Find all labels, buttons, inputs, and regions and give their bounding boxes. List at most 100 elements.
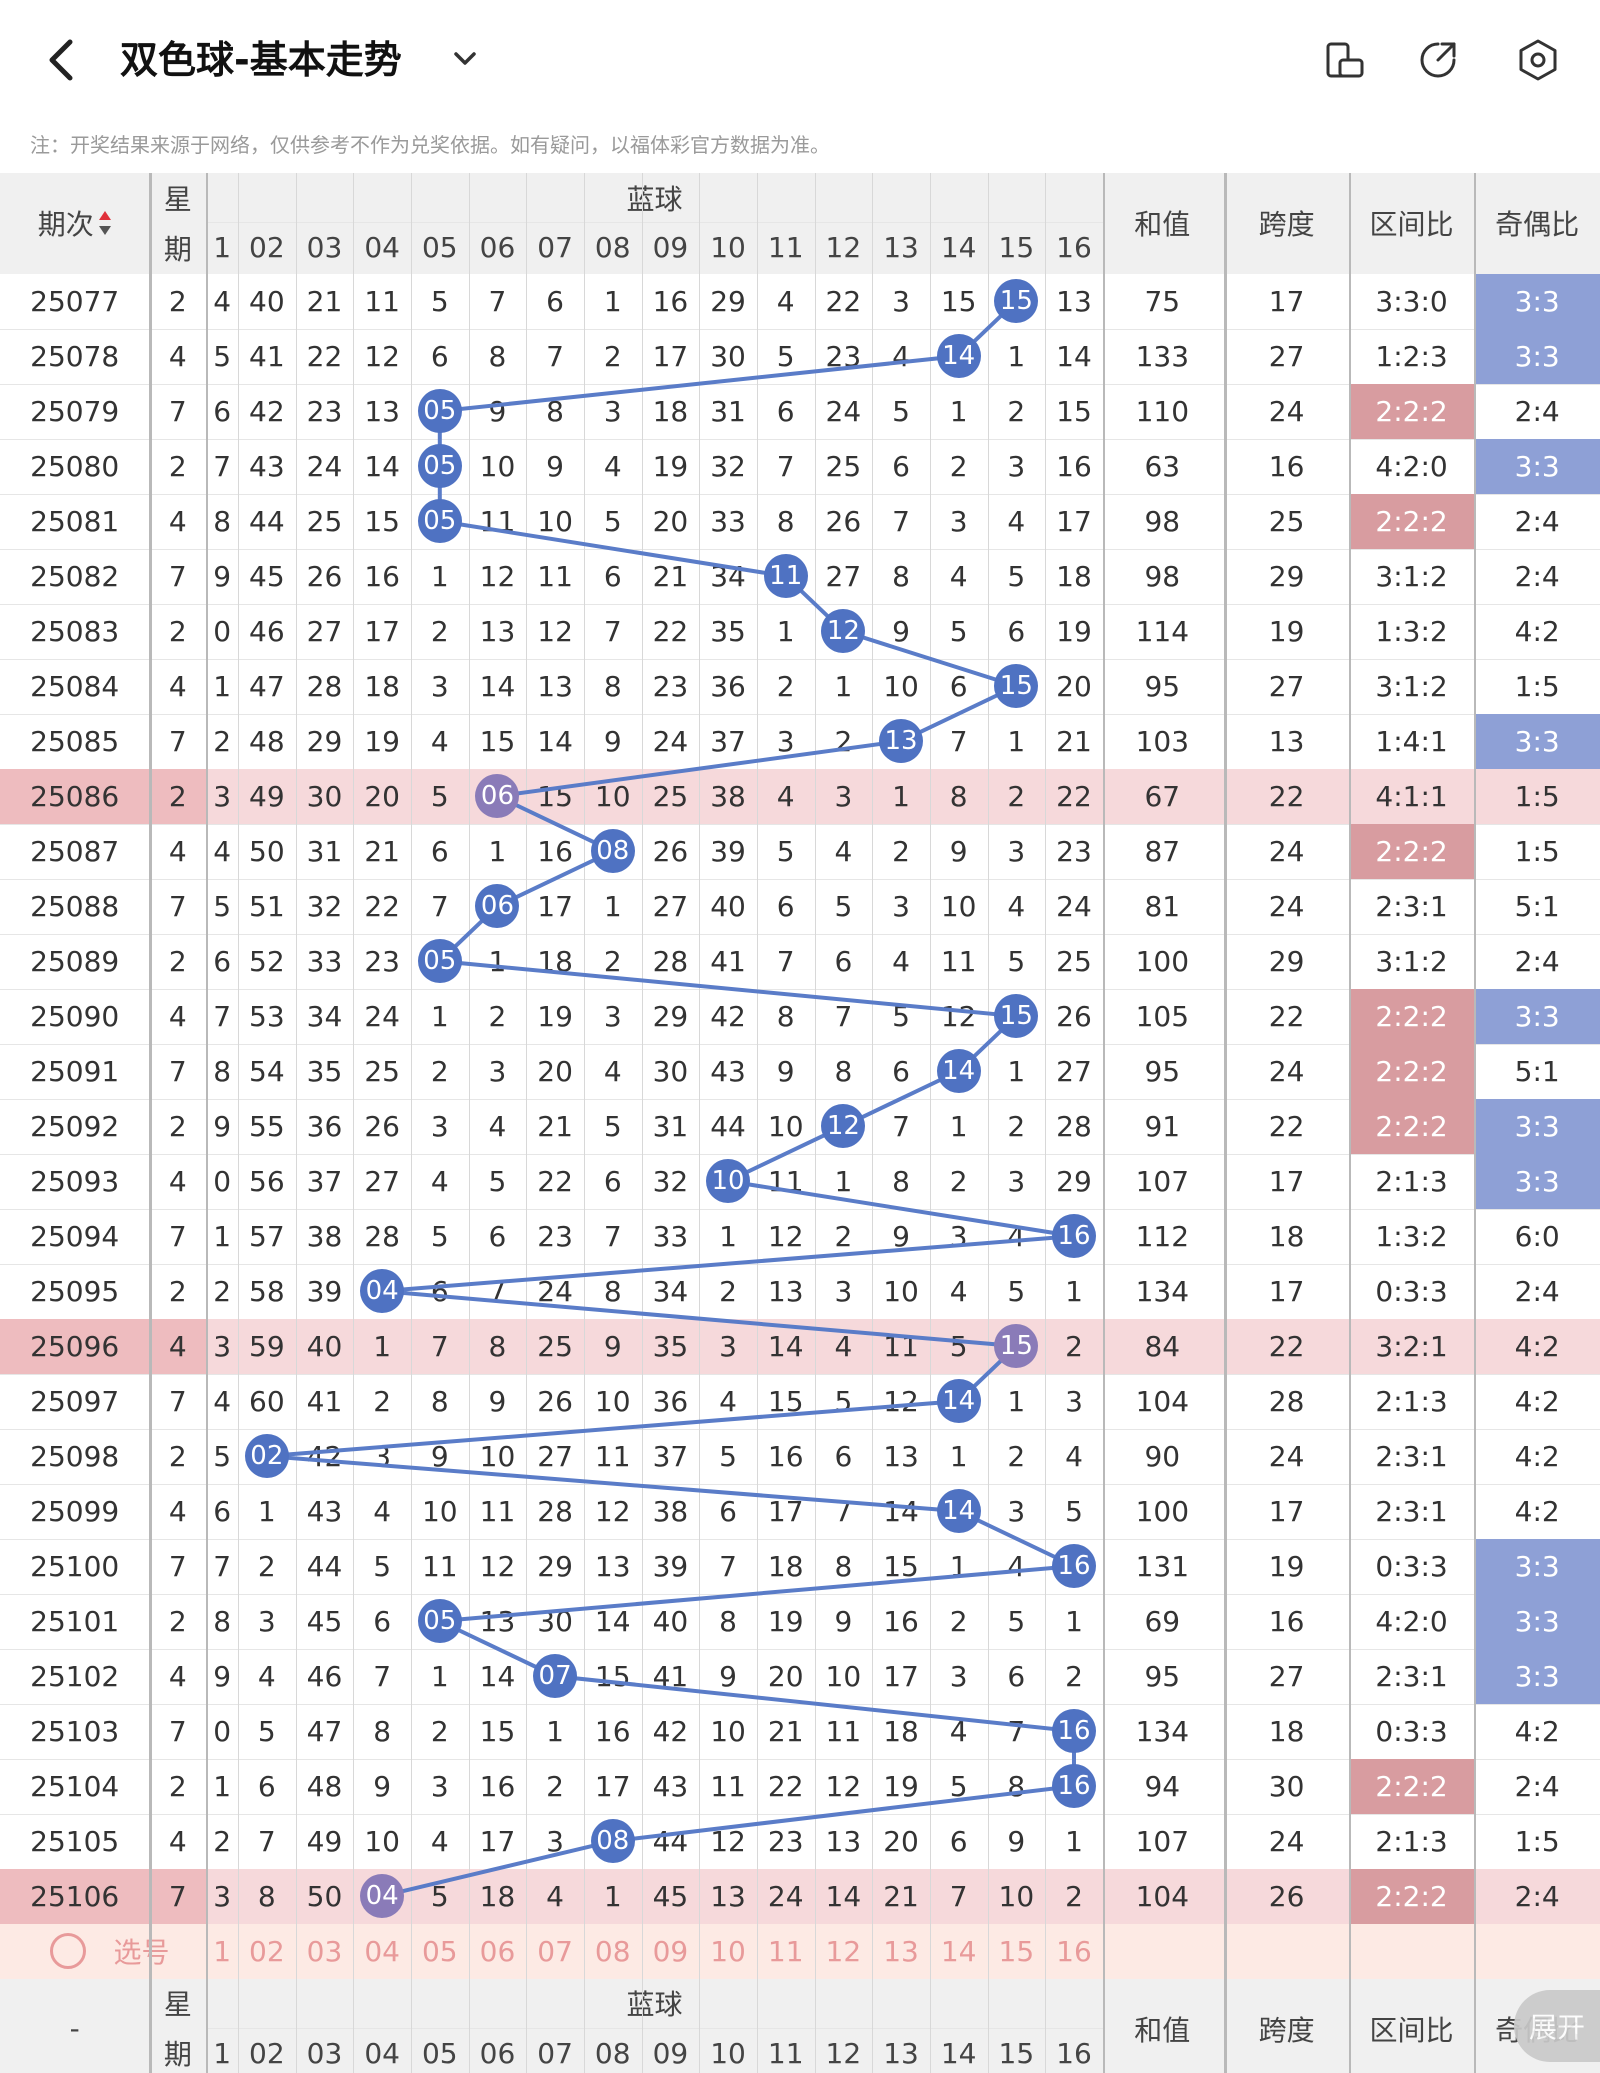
- period-cell[interactable]: 25106: [30, 1879, 120, 1913]
- period-cell[interactable]: 25105: [30, 1824, 120, 1858]
- period-cell[interactable]: 25100: [30, 1549, 120, 1583]
- pick-number[interactable]: 11: [767, 1934, 804, 1968]
- expand-button[interactable]: 展开: [1514, 1990, 1600, 2062]
- blue-cell: 8: [373, 1714, 392, 1748]
- period-cell[interactable]: 25096: [30, 1329, 120, 1363]
- week-cell: 4: [168, 834, 187, 868]
- zone-ratio-cell: 2:2:2: [1348, 1758, 1475, 1814]
- period-cell[interactable]: 25104: [30, 1769, 120, 1803]
- blue-cell: 10: [710, 1714, 746, 1748]
- blue-number-header: 12: [814, 222, 873, 274]
- blue-cell: 11: [421, 1549, 458, 1583]
- pick-number[interactable]: 04: [364, 1934, 400, 1968]
- period-cell[interactable]: 25101: [30, 1604, 120, 1638]
- pick-number[interactable]: 1: [213, 1934, 232, 1968]
- pick-number[interactable]: 06: [479, 1934, 516, 1968]
- blue-cell: 5: [488, 1164, 507, 1198]
- period-cell[interactable]: 25087: [30, 834, 120, 868]
- blue-cell: 12: [710, 1824, 746, 1858]
- blue-cell: 24: [364, 999, 400, 1033]
- blue-cell: 5: [949, 614, 968, 648]
- sum-cell: 95: [1144, 669, 1181, 703]
- blue-cell: 1: [834, 1164, 853, 1198]
- blue-ball: 14: [936, 1049, 981, 1094]
- period-cell[interactable]: 25095: [30, 1274, 120, 1308]
- pick-number[interactable]: 16: [1056, 1934, 1092, 1968]
- period-cell[interactable]: 25080: [30, 449, 120, 483]
- period-cell[interactable]: 25088: [30, 889, 120, 923]
- week-cell: 2: [168, 284, 187, 318]
- period-cell[interactable]: 25097: [30, 1384, 120, 1418]
- period-cell[interactable]: 25081: [30, 504, 120, 538]
- period-cell[interactable]: 25079: [30, 394, 120, 428]
- blue-cell: 13: [883, 1439, 919, 1473]
- period-cell[interactable]: 25089: [30, 944, 120, 978]
- blue-cell: 58: [249, 1274, 285, 1308]
- span-cell: 24: [1268, 834, 1305, 868]
- pick-label[interactable]: 选号: [113, 1936, 170, 1970]
- period-cell[interactable]: 25084: [30, 669, 120, 703]
- chevron-left-icon[interactable]: [42, 30, 82, 90]
- blue-cell: 5: [430, 1219, 449, 1253]
- period-header[interactable]: 期次: [0, 173, 150, 274]
- blue-cell: 19: [364, 724, 400, 758]
- pick-number[interactable]: 08: [594, 1934, 631, 1968]
- week-header-top: 星: [149, 173, 207, 223]
- chevron-down-icon[interactable]: [448, 42, 482, 76]
- pick-number[interactable]: 09: [652, 1934, 689, 1968]
- blue-cell: 4: [892, 339, 910, 373]
- period-cell[interactable]: 25099: [30, 1494, 120, 1528]
- settings-icon[interactable]: [1516, 38, 1560, 82]
- blue-cell: 35: [306, 1054, 343, 1088]
- blue-cell: 17: [1056, 504, 1092, 538]
- period-cell[interactable]: 25090: [30, 999, 120, 1033]
- pick-number[interactable]: 14: [940, 1934, 977, 1968]
- period-cell[interactable]: 25103: [30, 1714, 120, 1748]
- period-cell[interactable]: 25086: [30, 779, 120, 813]
- blue-cell: 4: [776, 284, 795, 318]
- pick-number[interactable]: 02: [249, 1934, 285, 1968]
- pick-number[interactable]: 13: [883, 1934, 919, 1968]
- pick-number[interactable]: 12: [825, 1934, 862, 1968]
- blue-cell: 17: [883, 1659, 919, 1693]
- period-cell[interactable]: 25092: [30, 1109, 120, 1143]
- blue-cell: 1: [373, 1329, 392, 1363]
- pick-number[interactable]: 05: [421, 1934, 458, 1968]
- blue-cell: 1: [257, 1494, 276, 1528]
- sum-cell: 81: [1144, 889, 1181, 923]
- phone-rotate-icon[interactable]: [1322, 38, 1366, 82]
- week-cell: 2: [168, 614, 187, 648]
- blue-cell: 42: [306, 1439, 343, 1473]
- period-cell[interactable]: 25091: [30, 1054, 120, 1088]
- blue-cell: 21: [652, 559, 689, 593]
- period-cell[interactable]: 25093: [30, 1164, 120, 1198]
- blue-cell: 9: [603, 724, 622, 758]
- period-cell[interactable]: 25082: [30, 559, 120, 593]
- pick-circle-icon[interactable]: [50, 1933, 87, 1970]
- footer-blue-header: 蓝球: [206, 1978, 1103, 2028]
- period-cell[interactable]: 25083: [30, 614, 120, 648]
- sort-arrows-icon[interactable]: [98, 209, 112, 237]
- period-cell[interactable]: 25077: [30, 284, 120, 318]
- blue-cell: 2: [949, 1164, 968, 1198]
- blue-cell: 18: [364, 669, 400, 703]
- blue-cell: 1: [603, 889, 622, 923]
- blue-cell: 25: [1056, 944, 1092, 978]
- blue-ball: 16: [1051, 1214, 1096, 1259]
- blue-cell: 8: [488, 339, 507, 373]
- pick-number[interactable]: 15: [998, 1934, 1035, 1968]
- period-cell[interactable]: 25102: [30, 1659, 120, 1693]
- pick-number[interactable]: 10: [710, 1934, 746, 1968]
- blue-cell: 13: [479, 614, 516, 648]
- page-title[interactable]: 双色球-基本走势: [120, 38, 402, 82]
- pick-number[interactable]: 03: [306, 1934, 343, 1968]
- period-cell[interactable]: 25094: [30, 1219, 120, 1253]
- pick-number[interactable]: 07: [537, 1934, 573, 1968]
- blue-cell: 6: [834, 944, 853, 978]
- blue-cell: 15: [883, 1549, 919, 1583]
- period-cell[interactable]: 25098: [30, 1439, 120, 1473]
- period-cell[interactable]: 25078: [30, 339, 120, 373]
- share-icon[interactable]: [1416, 38, 1460, 82]
- period-cell[interactable]: 25085: [30, 724, 120, 758]
- week-cell: 7: [168, 394, 187, 428]
